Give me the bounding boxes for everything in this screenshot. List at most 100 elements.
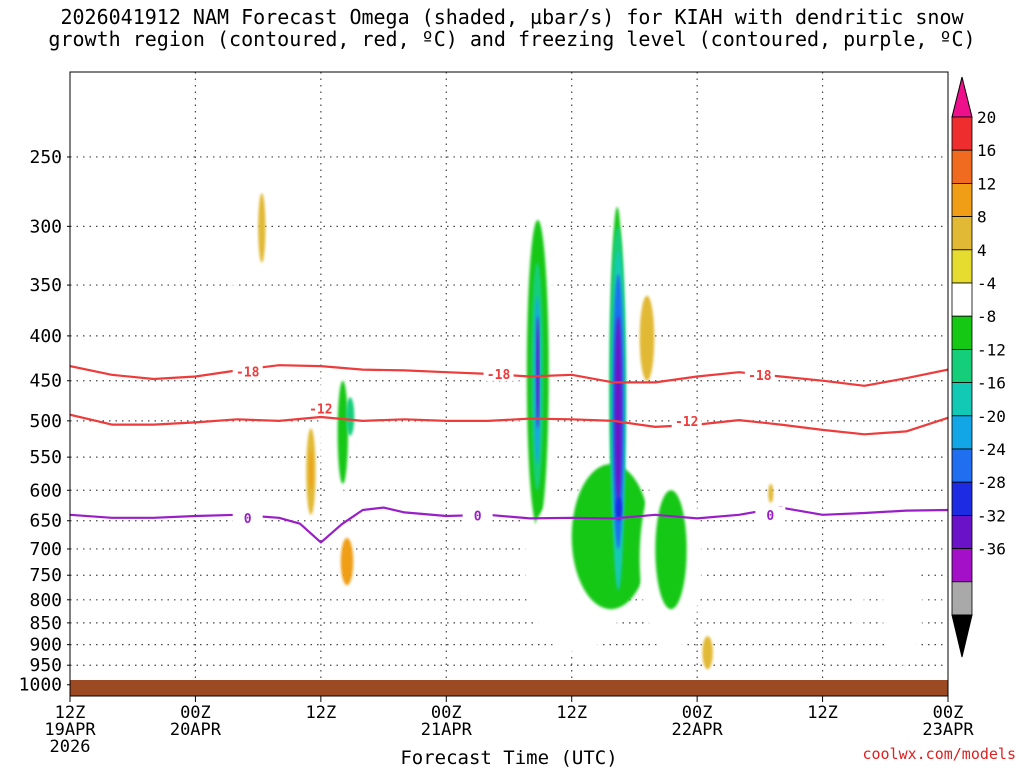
- omega-region-27: [853, 564, 865, 632]
- colorbar-label-9: -20: [977, 407, 1006, 426]
- colorbar-swatch-11: [951, 448, 973, 483]
- omega-region-5: [345, 397, 355, 436]
- x-tick-label-36-0: 00Z: [431, 703, 462, 723]
- colorbar-label-5: -4: [977, 274, 996, 293]
- colorbar-swatch-12: [951, 481, 973, 516]
- x-axis-label: Forecast Time (UTC): [400, 747, 617, 768]
- colorbar-label-12: -32: [977, 506, 1006, 525]
- x-tick-label-60-0: 00Z: [682, 703, 713, 723]
- x-tick-label-84-1: 23APR: [922, 720, 974, 740]
- colorbar-label-4: 4: [977, 241, 987, 260]
- x-tick-label-12-0: 00Z: [180, 703, 211, 723]
- x-tick-label-84-0: 00Z: [933, 703, 964, 723]
- y-tick-label-550: 550: [29, 447, 62, 468]
- omega-region-25: [655, 490, 687, 610]
- y-tick-label-350: 350: [29, 275, 62, 296]
- colorbar-label-8: -16: [977, 374, 1006, 393]
- y-tick-label-450: 450: [29, 371, 62, 392]
- contour-label--12-1: -12: [675, 415, 698, 430]
- chart-title-line-1: 2026041912 NAM Forecast Omega (shaded, µ…: [60, 5, 964, 29]
- contour-label-bg--18-1: [483, 365, 514, 381]
- colorbar-label-0: 20: [977, 108, 996, 127]
- y-tick-label-500: 500: [29, 411, 62, 432]
- chart-title-line-2: growth region (contoured, red, ºC) and f…: [48, 27, 976, 51]
- colorbar-label-6: -8: [977, 307, 996, 326]
- y-tick-label-650: 650: [29, 511, 62, 532]
- colorbar-swatch-7: [951, 315, 973, 350]
- colorbar-swatch-5: [951, 249, 973, 284]
- x-tick-label-12-1: 20APR: [170, 720, 222, 740]
- x-tick-label-24-0: 12Z: [305, 703, 336, 723]
- contour-label-0-0: 0: [244, 512, 252, 527]
- y-tick-label-800: 800: [29, 590, 62, 611]
- colorbar-swatch-9: [951, 382, 973, 417]
- x-tick-label-36-1: 21APR: [421, 720, 473, 740]
- contour-label-bg-0-0: [232, 509, 263, 525]
- omega-region-8: [340, 537, 354, 586]
- x-tick-label-48-0: 12Z: [556, 703, 587, 723]
- omega-region-22: [615, 496, 622, 521]
- omega-region-21: [614, 316, 622, 503]
- colorbar-label-1: 16: [977, 141, 996, 160]
- plot-frame: [69, 71, 949, 697]
- omega-region-29: [942, 585, 948, 614]
- y-tick-label-300: 300: [29, 216, 62, 237]
- colorbar-swatch-0: [951, 76, 973, 118]
- omega-region-13: [536, 316, 540, 429]
- y-tick-label-950: 950: [29, 655, 62, 676]
- colorbar-swatch-14: [951, 548, 973, 583]
- contour-label-bg--12-1: [671, 412, 702, 428]
- omega-region-28: [882, 548, 923, 666]
- colorbar-swatch-16: [951, 614, 973, 658]
- colorbar-swatch-2: [951, 149, 973, 184]
- omega-region-0: [95, 345, 141, 373]
- colorbar-label-7: -12: [977, 340, 1006, 359]
- chart-title: 2026041912 NAM Forecast Omega (shaded, µ…: [0, 6, 1024, 50]
- grid: [70, 72, 948, 696]
- colorbar-swatch-3: [951, 182, 973, 217]
- contour-label--18-1: -18: [487, 368, 511, 383]
- y-tick-label-850: 850: [29, 613, 62, 634]
- colorbar-swatch-6: [951, 282, 973, 317]
- omega-region-31: [702, 636, 713, 670]
- colorbar-swatch-1: [951, 116, 973, 151]
- omega-region-4: [337, 380, 349, 484]
- contour-label--18-0: -18: [236, 365, 260, 380]
- colorbar-label-10: -24: [977, 440, 1006, 459]
- y-tick-label-600: 600: [29, 480, 62, 501]
- omega-region-30: [768, 483, 774, 503]
- omega-region-1: [230, 279, 238, 336]
- colorbar: 20 16 12 8 4 -4 -8 -12 -16 -20 -24 -28 -32 -36: [951, 76, 1006, 658]
- x-tick-label-60-1: 22APR: [672, 720, 724, 740]
- contour-label-bg-0-2: [755, 506, 786, 522]
- plot-area: [70, 72, 948, 696]
- contour-label-bg--18-0: [232, 363, 263, 379]
- ground-surface: [70, 680, 948, 696]
- colorbar-swatch-10: [951, 415, 973, 450]
- contour-label--18-2: -18: [748, 369, 772, 384]
- x-tick-label-0-1: 19APR: [44, 720, 96, 740]
- y-tick-label-250: 250: [29, 147, 62, 168]
- colorbar-label-3: 8: [977, 208, 987, 227]
- omega-region-7: [309, 450, 313, 491]
- omega-region-26: [639, 295, 655, 381]
- y-tick-label-700: 700: [29, 539, 62, 560]
- colorbar-swatch-4: [951, 216, 973, 251]
- colorbar-swatch-15: [951, 581, 973, 616]
- y-tick-label-1000: 1000: [19, 675, 62, 696]
- x-tick-label-72-0: 12Z: [807, 703, 838, 723]
- contour-label-0-1: 0: [474, 509, 482, 524]
- contour-label-0-2: 0: [766, 509, 774, 524]
- omega-region-17: [571, 463, 651, 610]
- colorbar-label-11: -28: [977, 473, 1006, 492]
- y-tick-label-750: 750: [29, 565, 62, 586]
- colorbar-swatch-8: [951, 348, 973, 383]
- omega-region-2: [258, 193, 266, 263]
- contour-line--12: [70, 413, 948, 436]
- contour-label-bg--18-2: [744, 366, 775, 382]
- contour-label-bg-0-1: [462, 507, 493, 523]
- source-credit: coolwx.com/models: [862, 745, 1016, 763]
- x-tick-label-0-2: 2026: [50, 737, 91, 757]
